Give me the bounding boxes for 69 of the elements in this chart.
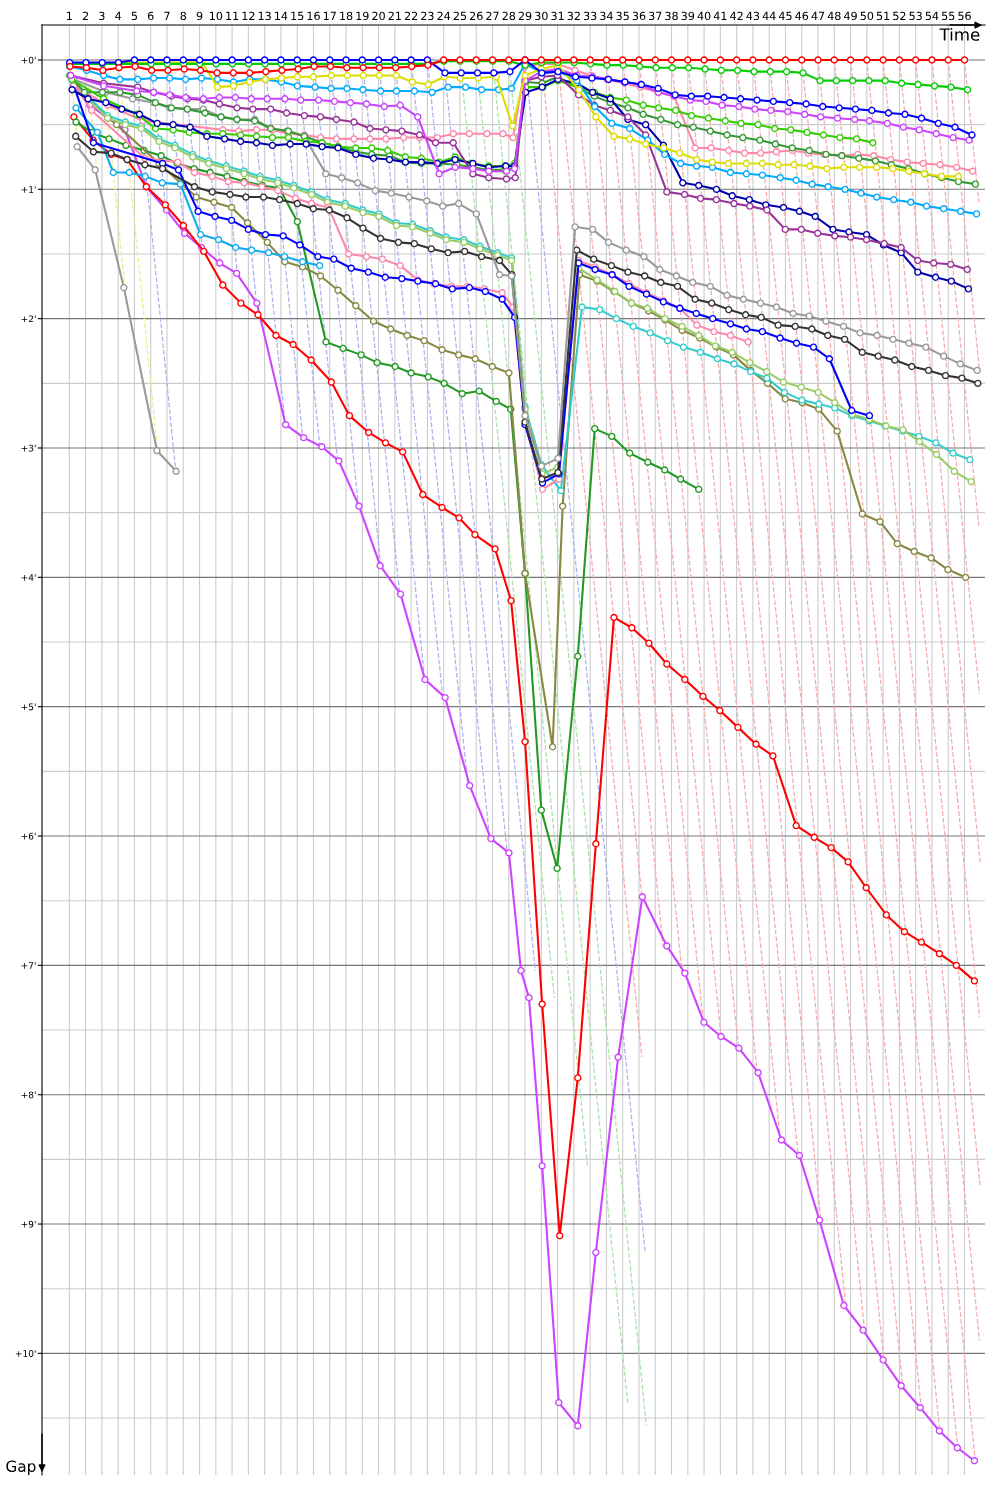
x-tick-label: 43 <box>746 11 760 21</box>
x-tick-label: 18 <box>340 11 353 21</box>
y-tick-label: +10' <box>15 1350 36 1357</box>
x-tick-label: 10 <box>209 11 223 21</box>
x-tick-label: 9 <box>196 11 203 21</box>
y-tick-label: +6' <box>21 832 36 840</box>
y-tick-label: +4' <box>21 574 36 581</box>
x-tick-label: 20 <box>372 11 385 21</box>
x-tick-label: 27 <box>486 11 499 20</box>
x-tick-label: 46 <box>795 11 809 21</box>
x-tick-label: 41 <box>713 11 727 20</box>
y-tick-label: +2' <box>21 315 36 323</box>
x-tick-label: 47 <box>811 11 825 20</box>
x-tick-label: 4 <box>115 11 122 20</box>
x-tick-label: 21 <box>388 11 401 20</box>
x-tick-label: 33 <box>583 11 597 21</box>
x-tick-label: 44 <box>762 11 776 20</box>
x-tick-label: 6 <box>147 11 154 21</box>
y-axis-title: Gap <box>6 1460 36 1475</box>
x-tick-label: 34 <box>600 11 613 21</box>
y-tick-label: +1' <box>21 186 36 193</box>
x-tick-label: 32 <box>567 11 580 21</box>
x-tick-label: 24 <box>437 11 451 20</box>
x-tick-label: 31 <box>551 11 564 21</box>
x-tick-label: 3 <box>99 11 105 21</box>
x-tick-label: 8 <box>180 11 187 21</box>
x-tick-label: 29 <box>518 11 532 21</box>
x-tick-label: 22 <box>404 11 418 20</box>
x-tick-label: 38 <box>665 11 678 21</box>
x-tick-label: 1 <box>67 11 72 20</box>
x-tick-label: 5 <box>131 11 138 21</box>
x-tick-label: 30 <box>535 11 548 21</box>
x-tick-label: 11 <box>226 11 239 20</box>
x-tick-label: 25 <box>453 11 467 21</box>
x-tick-label: 35 <box>616 11 629 21</box>
x-tick-label: 2 <box>82 11 89 20</box>
x-tick-label: 36 <box>632 11 646 21</box>
x-tick-label: 50 <box>860 11 874 21</box>
x-tick-label: 7 <box>164 11 170 20</box>
y-tick-label: +0' <box>21 56 36 64</box>
x-tick-label: 23 <box>421 11 434 21</box>
x-tick-label: 15 <box>291 11 304 21</box>
x-tick-label: 26 <box>469 11 483 21</box>
x-tick-label: 12 <box>242 11 255 20</box>
x-tick-label: 48 <box>827 11 841 21</box>
x-tick-label: 19 <box>356 11 369 21</box>
y-tick-label: +7' <box>21 962 36 969</box>
x-tick-label: 49 <box>844 11 857 21</box>
x-tick-label: 17 <box>323 11 336 20</box>
y-tick-label: +9' <box>21 1220 36 1228</box>
y-tick-label: +5' <box>21 703 36 711</box>
x-tick-label: 16 <box>307 11 320 21</box>
x-tick-label: 28 <box>502 11 516 21</box>
x-tick-label: 37 <box>649 11 662 21</box>
y-tick-label: +3' <box>21 444 36 452</box>
y-tick-label: +8' <box>21 1091 36 1099</box>
x-tick-label: 51 <box>876 11 890 21</box>
x-axis-title: Time <box>939 27 980 41</box>
x-tick-label: 45 <box>778 11 792 21</box>
x-tick-label: 54 <box>925 11 939 21</box>
x-tick-label: 40 <box>697 11 711 21</box>
x-tick-label: 14 <box>275 11 288 20</box>
x-tick-label: 42 <box>730 11 743 20</box>
x-tick-label: 56 <box>958 11 971 21</box>
x-tick-label: 39 <box>681 11 695 21</box>
x-tick-label: 13 <box>258 11 271 21</box>
x-tick-label: 52 <box>893 11 906 21</box>
x-tick-label: 53 <box>909 11 922 21</box>
x-tick-label: 55 <box>942 11 955 21</box>
